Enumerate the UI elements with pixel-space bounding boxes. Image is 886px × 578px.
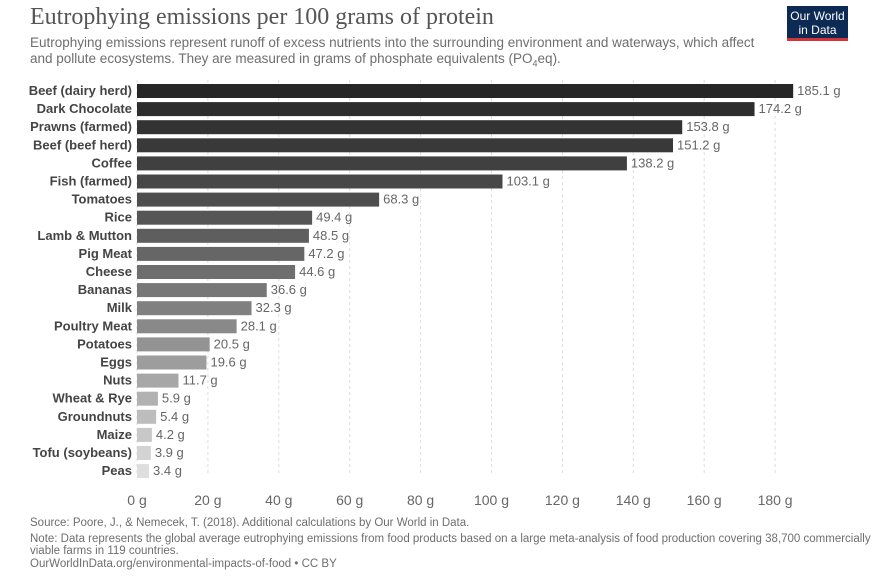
value-label: 3.9 g bbox=[155, 445, 184, 460]
bar bbox=[137, 138, 674, 153]
category-label: Pig Meat bbox=[79, 246, 133, 261]
value-label: 174.2 g bbox=[759, 101, 802, 116]
value-label: 28.1 g bbox=[241, 318, 277, 333]
x-tick-label: 140 g bbox=[616, 492, 651, 508]
logo-line-2: in Data bbox=[798, 23, 837, 37]
x-tick-label: 180 g bbox=[758, 492, 793, 508]
category-label: Bananas bbox=[78, 282, 132, 297]
bar bbox=[137, 409, 157, 424]
bar bbox=[137, 156, 627, 171]
value-label: 138.2 g bbox=[631, 155, 674, 170]
category-label: Milk bbox=[107, 300, 133, 315]
value-label: 44.6 g bbox=[299, 264, 335, 279]
source-text: Source: Poore, J., & Nemecek, T. (2018).… bbox=[30, 517, 470, 529]
category-label: Eggs bbox=[100, 355, 132, 370]
category-label: Tomatoes bbox=[72, 192, 132, 207]
category-label: Rice bbox=[105, 210, 132, 225]
category-label: Beef (dairy herd) bbox=[29, 83, 132, 98]
category-label: Nuts bbox=[103, 373, 132, 388]
x-tick-label: 40 g bbox=[265, 492, 292, 508]
subtitle-subscript: 4 bbox=[532, 58, 538, 69]
bar bbox=[137, 265, 296, 279]
bar bbox=[137, 283, 267, 298]
bar bbox=[137, 210, 313, 225]
x-tick-label: 160 g bbox=[687, 492, 722, 508]
value-label: 11.7 g bbox=[182, 373, 217, 388]
category-label: Groundnuts bbox=[58, 409, 132, 424]
bar bbox=[137, 246, 305, 261]
value-label: 5.4 g bbox=[160, 409, 189, 424]
category-label: Poultry Meat bbox=[54, 318, 133, 333]
chart-footer: Source: Poore, J., & Nemecek, T. (2018).… bbox=[30, 517, 880, 570]
x-tick-label: 100 g bbox=[474, 492, 509, 508]
bar bbox=[137, 301, 252, 316]
value-label: 36.6 g bbox=[271, 282, 307, 297]
bar bbox=[137, 355, 207, 370]
value-label: 48.5 g bbox=[313, 228, 349, 243]
category-label: Maize bbox=[97, 427, 132, 442]
value-label: 49.4 g bbox=[316, 210, 352, 225]
chart-title: Eutrophying emissions per 100 grams of p… bbox=[30, 4, 494, 30]
value-label: 153.8 g bbox=[686, 119, 729, 134]
bar bbox=[137, 337, 210, 352]
value-label: 19.6 g bbox=[210, 355, 246, 370]
category-label: Cheese bbox=[86, 264, 132, 279]
bar bbox=[137, 120, 683, 135]
category-label: Beef (beef herd) bbox=[33, 137, 132, 152]
value-label: 68.3 g bbox=[383, 192, 419, 207]
x-tick-label: 20 g bbox=[194, 492, 221, 508]
value-label: 20.5 g bbox=[214, 336, 250, 351]
value-label: 151.2 g bbox=[677, 137, 720, 152]
bar bbox=[137, 391, 158, 406]
value-label: 32.3 g bbox=[256, 300, 292, 315]
subtitle-end: eq). bbox=[537, 51, 561, 66]
bar bbox=[137, 464, 150, 479]
owid-logo[interactable]: Our World in Data bbox=[787, 6, 848, 41]
url-text[interactable]: OurWorldInData.org/environmental-impacts… bbox=[30, 557, 337, 570]
category-label: Tofu (soybeans) bbox=[33, 445, 132, 460]
category-label: Peas bbox=[102, 463, 132, 478]
bar bbox=[137, 192, 380, 207]
category-label: Wheat & Rye bbox=[53, 391, 132, 406]
category-label: Dark Chocolate bbox=[37, 101, 132, 116]
category-label: Potatoes bbox=[77, 336, 132, 351]
note-text: Note: Data represents the global average… bbox=[30, 532, 871, 558]
subtitle-text: Eutrophying emissions represent runoff o… bbox=[30, 35, 755, 66]
value-label: 103.1 g bbox=[506, 174, 549, 189]
bar bbox=[137, 228, 309, 243]
category-label: Prawns (farmed) bbox=[30, 119, 132, 134]
chart-subtitle: Eutrophying emissions represent runoff o… bbox=[30, 35, 770, 72]
x-tick-label: 0 g bbox=[127, 492, 146, 508]
bar bbox=[137, 446, 151, 460]
value-label: 5.9 g bbox=[162, 391, 191, 406]
x-tick-label: 60 g bbox=[336, 492, 363, 508]
bar bbox=[137, 102, 755, 117]
bar bbox=[137, 427, 152, 442]
bar bbox=[137, 373, 179, 388]
value-label: 47.2 g bbox=[308, 246, 344, 261]
bar bbox=[137, 84, 794, 98]
category-label: Coffee bbox=[92, 155, 132, 170]
value-label: 185.1 g bbox=[797, 83, 840, 98]
value-label: 4.2 g bbox=[156, 427, 185, 442]
x-tick-label: 80 g bbox=[407, 492, 434, 508]
bar bbox=[137, 319, 237, 334]
x-tick-label: 120 g bbox=[545, 492, 580, 508]
category-label: Fish (farmed) bbox=[50, 174, 132, 189]
value-label: 3.4 g bbox=[153, 463, 182, 478]
bar bbox=[137, 174, 503, 189]
logo-line-1: Our World bbox=[790, 9, 845, 23]
category-label: Lamb & Mutton bbox=[37, 228, 132, 243]
bar-chart: 0 g 20 g 40 g 60 g 80 g 100 g 120 g 140 g 160 g 1… bbox=[29, 80, 841, 508]
